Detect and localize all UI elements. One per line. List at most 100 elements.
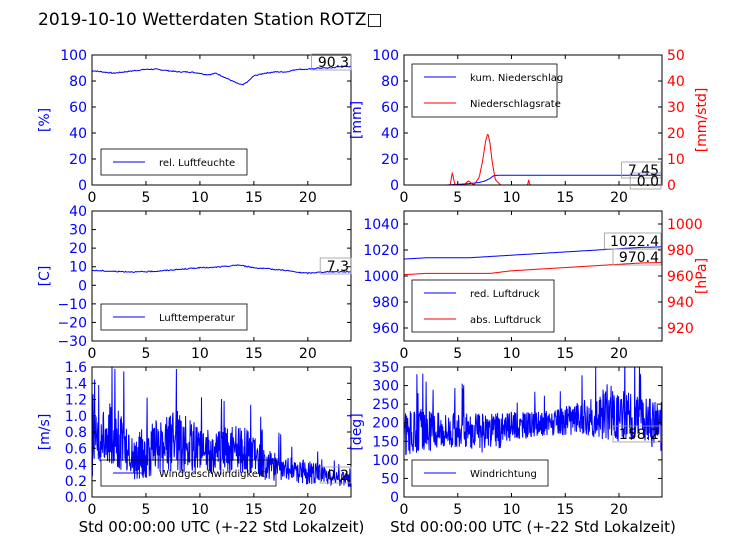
legend-label: Windrichtung (470, 469, 537, 480)
y-tick-label: 20 (69, 152, 87, 168)
x-tick-label: 10 (503, 502, 521, 518)
x-tick-label: 0 (400, 502, 409, 518)
legend-label: Windgeschwindigkeit (159, 469, 265, 480)
plot-frame (91, 210, 352, 342)
y-tick-label: 1.2 (65, 393, 87, 409)
series-line-windrichtung (404, 367, 662, 456)
y-tick-label: 60 (381, 100, 399, 116)
value-label: 90.3 (318, 55, 349, 71)
x-tick-label: 15 (556, 346, 574, 362)
legend-box (411, 63, 558, 118)
y-tick-label: 1000 (363, 269, 399, 285)
value-label: 7.3 (327, 259, 349, 275)
x-tick-label: 20 (610, 502, 628, 518)
value-label-box (621, 161, 662, 179)
plot-frame (403, 366, 663, 498)
y-tick-label: −10 (57, 297, 87, 313)
y2-tick-label: 30 (667, 100, 685, 116)
y-tick-label: 1.6 (65, 360, 87, 376)
legend-box (100, 303, 248, 331)
y-tick-label: 100 (60, 48, 87, 64)
y-tick-label: 0.0 (65, 490, 87, 506)
y-tick-label: 40 (69, 126, 87, 142)
figure-title: 2019-10-10 Wetterdaten Station ROTZ□ (38, 10, 383, 30)
x-tick-label: 5 (141, 190, 150, 206)
value-label: 158.2 (619, 427, 659, 443)
x-tick-label: 0 (400, 190, 409, 206)
x-tick-label: 5 (453, 502, 462, 518)
y-tick-label: −20 (57, 315, 87, 331)
legend-box (411, 279, 555, 333)
y-tick-label: 0 (78, 178, 87, 194)
y2-tick-label: 1000 (667, 217, 703, 233)
legend-label: red. Luftdruck (470, 289, 540, 300)
x-tick-label: 20 (299, 190, 317, 206)
legend-label: abs. Luftdruck (470, 315, 541, 326)
panel-pressure: 0 5 10 15 20 960 980 1000 1020 1040 920 940 960 980 10… (363, 210, 710, 362)
x-tick-label: 15 (556, 502, 574, 518)
y-tick-label: 60 (69, 100, 87, 116)
legend-label: Lufttemperatur (159, 313, 236, 324)
y-tick-label: 0 (390, 178, 399, 194)
legend-box (100, 459, 277, 487)
value-label-box (319, 466, 352, 484)
series-line-lufttemperatur (92, 264, 351, 275)
y-tick-label: 250 (372, 397, 399, 413)
value-label-box (612, 248, 662, 266)
y-tick-label: 200 (372, 416, 399, 432)
value-label-box (319, 257, 352, 275)
y-tick-label: 0.2 (65, 474, 87, 490)
y-axis-label: [C] (37, 266, 53, 287)
x-tick-label: 15 (245, 346, 263, 362)
x-tick-label: 20 (299, 502, 317, 518)
y2-tick-label: 40 (667, 74, 685, 90)
panel-temperature: 0 5 10 15 20 −30 −20 −10 0 10 20 30 40 [C] Lufttempera… (37, 204, 352, 362)
y-tick-label: 20 (69, 241, 87, 257)
y-tick-label: 80 (381, 74, 399, 90)
series-line-abs-luftdruck (404, 262, 662, 276)
legend-box (411, 459, 549, 487)
y-axis-label: [mm] (349, 101, 365, 139)
panel-wind-speed: 0 5 10 15 200.00.20.40.60.81.01.21.41.6[m/s]… (37, 360, 364, 536)
y2-tick-label: 50 (667, 48, 685, 64)
y-tick-label: −30 (57, 334, 87, 350)
legend-label: rel. Luftfeuchte (159, 158, 235, 169)
x-tick-label: 0 (88, 502, 97, 518)
y2-tick-label: 940 (667, 295, 694, 311)
y-tick-label: 0 (390, 490, 399, 506)
x-axis-label: Std 00:00:00 UTC (+-22 Std Lokalzeit) (390, 518, 676, 536)
x-tick-label: 5 (141, 346, 150, 362)
x-tick-label: 15 (245, 502, 263, 518)
value-label: 0.0 (637, 174, 659, 190)
series-line-windgeschwindigkeit (92, 367, 351, 487)
x-axis-label: Std 00:00:00 UTC (+-22 Std Lokalzeit) (79, 518, 365, 536)
x-tick-label: 20 (299, 346, 317, 362)
series-line-rel-luftfeuchte (92, 65, 351, 86)
x-tick-label: 20 (610, 190, 628, 206)
y-tick-label: 50 (381, 471, 399, 487)
y-tick-label: 100 (372, 453, 399, 469)
x-tick-label: 10 (503, 346, 521, 362)
legend-box (100, 148, 248, 176)
y-tick-label: 80 (69, 74, 87, 90)
y-tick-label: 0.6 (65, 441, 87, 457)
y-tick-label: 40 (69, 204, 87, 220)
y-axis-label: [m/s] (37, 414, 53, 451)
y-tick-label: 1020 (363, 243, 399, 259)
y-tick-label: 960 (372, 321, 399, 337)
y-tick-label: 150 (372, 434, 399, 450)
plot-frame (91, 54, 352, 186)
y-tick-label: 30 (69, 223, 87, 239)
y2-tick-label: 960 (667, 269, 694, 285)
y2-tick-label: 10 (667, 152, 685, 168)
series-line-kum-niederschlag (404, 174, 662, 185)
value-label-box (629, 172, 662, 190)
y-tick-label: 1.0 (65, 409, 87, 425)
value-label: 0.2 (327, 468, 349, 484)
y-axis-label: [%] (37, 108, 53, 132)
x-tick-label: 0 (400, 346, 409, 362)
x-tick-label: 10 (191, 502, 209, 518)
x-tick-label: 15 (245, 190, 263, 206)
